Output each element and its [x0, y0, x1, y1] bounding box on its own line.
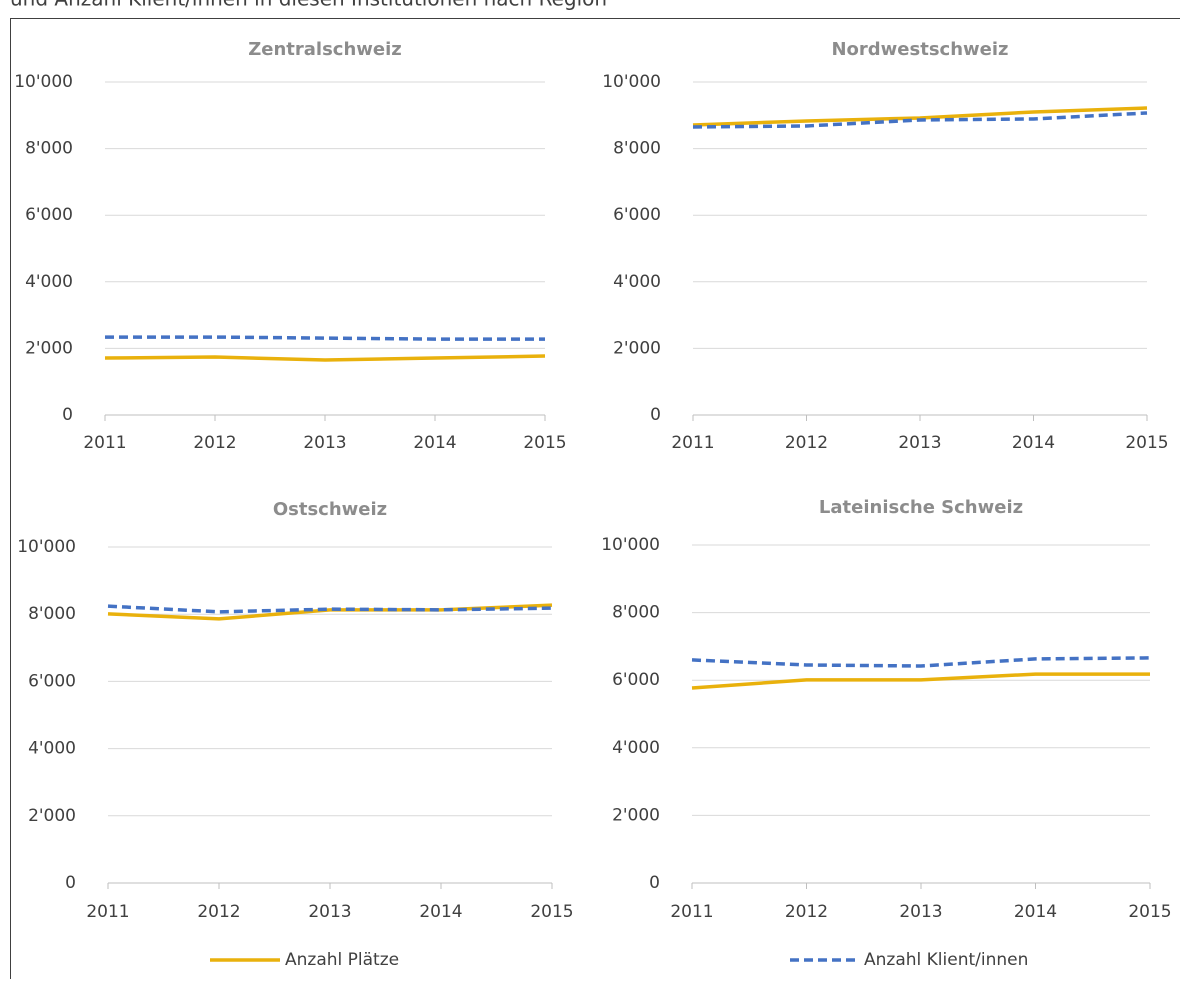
- x-tick-label: 2014: [1014, 902, 1057, 922]
- y-tick-label: 8'000: [25, 139, 73, 159]
- x-tick-label: 2012: [197, 902, 240, 922]
- legend-label: Anzahl Klient/innen: [864, 950, 1028, 970]
- y-tick-label: 4'000: [28, 739, 76, 759]
- x-tick-label: 2013: [899, 902, 942, 922]
- x-tick-label: 2015: [1125, 433, 1168, 453]
- x-tick-label: 2015: [523, 433, 566, 453]
- series-line: [693, 113, 1147, 127]
- y-tick-label: 4'000: [612, 738, 660, 758]
- panel-title: Lateinische Schweiz: [819, 497, 1023, 518]
- y-tick-label: 6'000: [613, 205, 661, 225]
- x-tick-label: 2014: [419, 902, 462, 922]
- y-tick-label: 0: [65, 873, 76, 893]
- x-tick-label: 2011: [671, 433, 714, 453]
- y-tick-label: 8'000: [612, 603, 660, 623]
- y-tick-label: 10'000: [602, 72, 661, 92]
- caption: und Anzahl Klient/innen in diesen Instit…: [10, 0, 607, 11]
- x-tick-label: 2012: [785, 433, 828, 453]
- series-line: [105, 337, 545, 339]
- series-line: [692, 674, 1150, 688]
- x-tick-label: 2012: [193, 433, 236, 453]
- x-tick-label: 2013: [303, 433, 346, 453]
- x-tick-label: 2014: [413, 433, 456, 453]
- y-tick-label: 6'000: [25, 205, 73, 225]
- y-tick-label: 8'000: [28, 604, 76, 624]
- x-tick-label: 2015: [530, 902, 573, 922]
- y-tick-label: 10'000: [601, 535, 660, 555]
- y-tick-label: 8'000: [613, 139, 661, 159]
- y-tick-label: 2'000: [28, 806, 76, 826]
- x-tick-label: 2013: [898, 433, 941, 453]
- x-tick-label: 2011: [670, 902, 713, 922]
- y-tick-label: 4'000: [25, 272, 73, 292]
- x-tick-label: 2013: [308, 902, 351, 922]
- panel-title: Ostschweiz: [273, 499, 387, 520]
- x-tick-label: 2014: [1012, 433, 1055, 453]
- series-line: [692, 658, 1150, 666]
- y-tick-label: 0: [62, 405, 73, 425]
- y-tick-label: 0: [650, 405, 661, 425]
- y-tick-label: 4'000: [613, 272, 661, 292]
- legend-label: Anzahl Plätze: [285, 950, 399, 970]
- y-tick-label: 0: [649, 873, 660, 893]
- panel-title: Zentralschweiz: [248, 39, 402, 60]
- series-line: [105, 356, 545, 360]
- y-tick-label: 2'000: [25, 338, 73, 358]
- x-tick-label: 2012: [785, 902, 828, 922]
- y-tick-label: 6'000: [28, 671, 76, 691]
- series-line: [108, 605, 552, 619]
- y-tick-label: 10'000: [17, 537, 76, 557]
- x-tick-label: 2015: [1128, 902, 1171, 922]
- x-tick-label: 2011: [86, 902, 129, 922]
- x-tick-label: 2011: [83, 433, 126, 453]
- panel-title: Nordwestschweiz: [831, 39, 1008, 60]
- y-tick-label: 2'000: [612, 805, 660, 825]
- y-tick-label: 6'000: [612, 670, 660, 690]
- y-tick-label: 2'000: [613, 338, 661, 358]
- y-tick-label: 10'000: [14, 72, 73, 92]
